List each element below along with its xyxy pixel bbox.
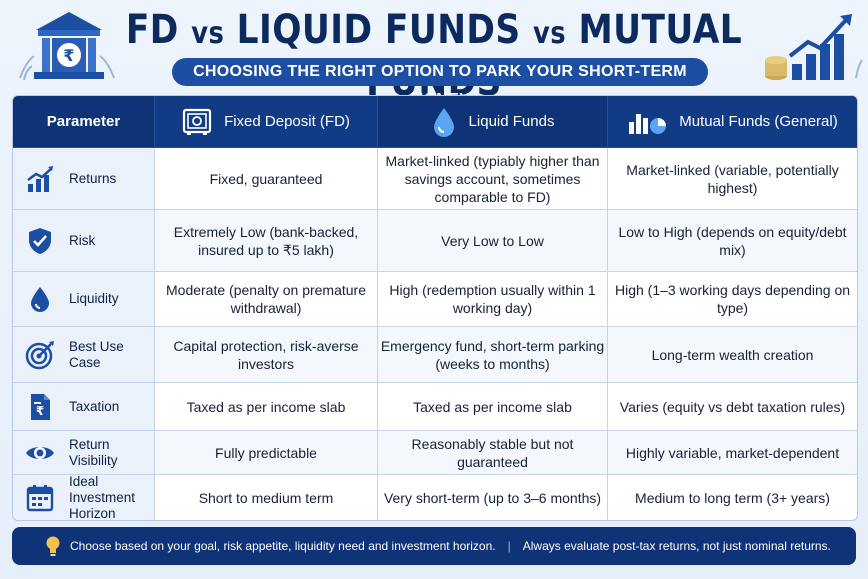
table-row: Liquidity Moderate (penalty on premature…: [13, 272, 857, 327]
cell-usecase-liquid: Emergency fund, short-term parking (week…: [378, 327, 608, 383]
safe-icon: [182, 108, 212, 136]
table-row: Ideal Investment Horizon Short to medium…: [13, 474, 857, 520]
param-ideal-horizon: Ideal Investment Horizon: [13, 474, 155, 520]
param-risk: Risk: [13, 210, 155, 272]
shield-check-icon: [25, 226, 55, 256]
cell-visibility-fd: Fully predictable: [155, 431, 378, 475]
svg-text:₹: ₹: [36, 404, 44, 418]
header-mutual-funds: Mutual Funds (General): [608, 96, 857, 148]
tax-document-icon: ₹: [25, 392, 55, 422]
footer-note-right: Always evaluate post-tax returns, not ju…: [522, 539, 831, 553]
cell-taxation-mf: Varies (equity vs debt taxation rules): [608, 383, 857, 431]
cell-risk-mf: Low to High (depends on equity/debt mix): [608, 210, 857, 272]
page-header: ₹ FD vs LIQUID FUNDS vs MUTUAL FUNDS CHO…: [0, 0, 868, 108]
growth-chart-icon: [764, 8, 864, 88]
table-row: ₹ Taxation Taxed as per income slab Taxe…: [13, 383, 857, 431]
bank-rupee-icon: ₹: [14, 8, 124, 88]
param-best-use-case: Best Use Case: [13, 327, 155, 383]
table-row: Best Use Case Capital protection, risk-a…: [13, 327, 857, 383]
cell-returns-fd: Fixed, guaranteed: [155, 148, 378, 210]
header-liquid-funds: Liquid Funds: [378, 96, 608, 148]
cell-horizon-liquid: Very short-term (up to 3–6 months): [378, 475, 608, 520]
cell-taxation-liquid: Taxed as per income slab: [378, 383, 608, 431]
page-subtitle: CHOOSING THE RIGHT OPTION TO PARK YOUR S…: [172, 58, 708, 108]
lightbulb-icon: [44, 535, 62, 557]
bar-pie-chart-icon: [627, 108, 667, 136]
cell-horizon-mf: Medium to long term (3+ years): [635, 489, 830, 506]
cell-horizon-fd: Short to medium term: [155, 475, 378, 520]
cell-liquidity-mf: High (1–3 working days depending on type…: [608, 272, 857, 327]
header-fixed-deposit: Fixed Deposit (FD): [155, 96, 378, 148]
comparison-table: Parameter Fixed Deposit (FD) Liquid Fund…: [12, 95, 858, 521]
table-row: Return Visibility Fully predictable Reas…: [13, 431, 857, 475]
cell-returns-liquid: Market-linked (typiably higher than savi…: [378, 148, 608, 210]
cell-visibility-mf: Highly variable, market-dependent: [608, 431, 857, 475]
param-liquidity: Liquidity: [13, 272, 155, 327]
cell-risk-fd: Extremely Low (bank-backed, insured up t…: [155, 210, 378, 272]
water-drop-icon: [431, 106, 457, 138]
target-icon: [25, 340, 55, 370]
calendar-icon: [25, 483, 55, 513]
cell-usecase-fd: Capital protection, risk-averse investor…: [155, 327, 378, 383]
cell-visibility-liquid: Reasonably stable but not guaranteed: [378, 431, 608, 475]
cell-usecase-mf: Long-term wealth creation: [608, 327, 857, 383]
cell-taxation-fd: Taxed as per income slab: [155, 383, 378, 431]
svg-text:₹: ₹: [63, 46, 74, 65]
cell-liquidity-fd: Moderate (penalty on premature withdrawa…: [155, 272, 378, 327]
param-returns: Returns: [13, 148, 155, 210]
table-header-row: Parameter Fixed Deposit (FD) Liquid Fund…: [13, 96, 857, 148]
cell-risk-liquid: Very Low to Low: [378, 210, 608, 272]
cell-liquidity-liquid: High (redemption usually within 1 workin…: [378, 272, 608, 327]
footer-separator: |: [507, 539, 511, 553]
cell-returns-mf: Market-linked (variable, potentially hig…: [608, 148, 857, 210]
footer-note-left: Choose based on your goal, risk appetite…: [70, 539, 496, 553]
param-return-visibility: Return Visibility: [13, 431, 155, 475]
footer-note-bar: Choose based on your goal, risk appetite…: [12, 527, 856, 565]
eye-icon: [25, 438, 55, 468]
liquidity-drop-icon: [25, 284, 55, 314]
table-row: Risk Extremely Low (bank-backed, insured…: [13, 210, 857, 272]
param-taxation: ₹ Taxation: [13, 383, 155, 431]
header-parameter: Parameter: [13, 96, 155, 148]
chart-up-icon: [25, 164, 55, 194]
table-row: Returns Fixed, guaranteed Market-linked …: [13, 148, 857, 210]
